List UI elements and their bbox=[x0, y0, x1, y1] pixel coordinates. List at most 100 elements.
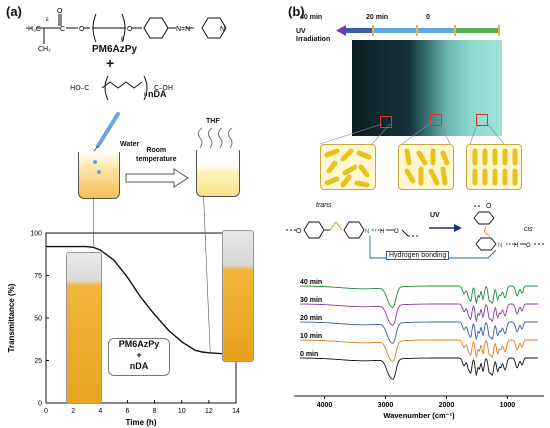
data-point bbox=[126, 276, 129, 278]
x-tick-label: 2000 bbox=[439, 402, 455, 409]
callout-line2: + bbox=[136, 350, 142, 360]
x-axis-label: Time (h) bbox=[126, 418, 157, 427]
x-tick-label: 1000 bbox=[500, 402, 516, 409]
svg-text:ε: ε bbox=[46, 17, 49, 23]
uv-label-line1: UV bbox=[296, 28, 306, 35]
isomerization-scheme: O N H O O N H O bbox=[286, 203, 546, 259]
region-marker-0 bbox=[476, 114, 488, 126]
panel-b-label: (b) bbox=[288, 4, 305, 19]
pipette-icon bbox=[92, 112, 122, 152]
x-tick-label: 8 bbox=[153, 408, 157, 415]
y-tick-label: 50 bbox=[34, 316, 42, 323]
svg-text:H: H bbox=[380, 229, 384, 235]
additive-chain-svg bbox=[101, 75, 148, 101]
x-tick-label: 10 bbox=[178, 408, 186, 415]
time-label-0: 0 bbox=[426, 14, 430, 21]
x-tick-label: 4000 bbox=[317, 402, 333, 409]
svg-text:O: O bbox=[127, 26, 133, 33]
data-point bbox=[99, 249, 101, 251]
svg-text:O: O bbox=[394, 229, 399, 235]
svg-text:O: O bbox=[296, 228, 302, 235]
droplet-icon bbox=[97, 170, 101, 174]
polymer-structure: H₃C ε C O O O N=N N CH₂ 6 bbox=[26, 4, 266, 54]
additive-right: C–OH bbox=[154, 84, 174, 92]
data-point bbox=[167, 329, 169, 331]
callout-line1: PM6AzPy bbox=[118, 339, 160, 349]
zoom-lines bbox=[319, 121, 505, 145]
beaker-left bbox=[78, 152, 120, 199]
y-axis-label: Transmittance (%) bbox=[7, 283, 16, 352]
polymer-name: PM6AzPy bbox=[92, 44, 138, 55]
sample-photo bbox=[352, 40, 502, 136]
cis-label: cis bbox=[524, 226, 533, 233]
x-tick-label: 14 bbox=[232, 408, 240, 415]
data-point bbox=[208, 352, 210, 354]
transmittance-plot-area: 0 2 4 6 8 10 12 14 0 25 50 75 100 Time (h) Transmittan… bbox=[7, 195, 240, 427]
spectrum-line bbox=[300, 303, 538, 326]
svg-text:H: H bbox=[514, 243, 518, 249]
beaker-right bbox=[196, 150, 240, 197]
svg-text:O: O bbox=[486, 203, 492, 210]
x-tick-label: 3000 bbox=[378, 402, 394, 409]
y-tick-label: 25 bbox=[34, 358, 42, 365]
vapor-icon bbox=[196, 127, 236, 150]
uv-time-bar bbox=[336, 25, 500, 36]
series-label: 30 min bbox=[300, 297, 322, 304]
data-point bbox=[201, 351, 203, 353]
thf-label: THF bbox=[206, 118, 220, 125]
data-point bbox=[45, 246, 47, 248]
trans-label: trans bbox=[316, 202, 332, 209]
svg-text:O: O bbox=[79, 26, 85, 33]
data-point bbox=[153, 314, 156, 316]
rod-box-aligned bbox=[466, 144, 522, 190]
vial-photo-left bbox=[66, 252, 102, 404]
svg-text:O: O bbox=[57, 8, 63, 15]
polymer-subscript: 6 bbox=[121, 37, 125, 43]
data-point bbox=[113, 259, 115, 261]
data-point bbox=[140, 297, 142, 299]
ftir-chart: 4000 3000 2000 1000 Wavenumber (cm⁻¹) 40 min 3… bbox=[294, 279, 544, 420]
data-point bbox=[194, 349, 196, 351]
svg-text:N: N bbox=[498, 243, 502, 249]
vial-photo-right bbox=[222, 230, 254, 362]
x-tick-label: 12 bbox=[205, 408, 213, 415]
polymer-structure-svg: H₃C ε C O O O N=N N CH₂ bbox=[26, 8, 227, 53]
plus-sign: + bbox=[106, 55, 115, 71]
svg-text:C: C bbox=[60, 26, 65, 33]
svg-text:H₃C: H₃C bbox=[28, 26, 41, 33]
droplet-icon bbox=[93, 160, 97, 164]
spectrum-line bbox=[300, 357, 538, 380]
series-label: 10 min bbox=[300, 333, 322, 340]
spectrum-line bbox=[300, 339, 538, 362]
svg-text:N=N: N=N bbox=[176, 26, 190, 33]
pointer-line bbox=[203, 195, 211, 353]
uv-irradiation-label: UV Irradiation bbox=[296, 28, 330, 44]
y-tick-label: 75 bbox=[34, 273, 42, 280]
additive-name: nDA bbox=[148, 89, 167, 99]
rod-box-random bbox=[320, 144, 376, 190]
region-marker-20 bbox=[430, 114, 442, 126]
series-label: 40 min bbox=[300, 279, 322, 286]
rod-box-partial bbox=[398, 144, 454, 190]
sample-callout: PM6AzPy + nDA bbox=[108, 338, 170, 376]
svg-text:N: N bbox=[365, 229, 369, 235]
additive-subscript: n bbox=[144, 92, 148, 98]
x-axis-label: Wavenumber (cm⁻¹) bbox=[383, 411, 455, 420]
svg-text:CH₂: CH₂ bbox=[38, 46, 51, 53]
x-tick-label: 4 bbox=[98, 408, 102, 415]
data-point bbox=[72, 246, 74, 248]
y-tick-label: 0 bbox=[38, 401, 42, 408]
x-tick-label: 0 bbox=[44, 408, 48, 415]
room-temp-line2: temperature bbox=[136, 156, 177, 163]
svg-text:O: O bbox=[526, 243, 531, 249]
y-tick-label: 100 bbox=[30, 231, 42, 238]
data-point bbox=[58, 246, 61, 248]
hydrogen-bonding-label: Hydrogen bonding bbox=[386, 251, 450, 260]
additive-structure: HO–C n C–OH bbox=[70, 74, 190, 104]
region-marker-40 bbox=[380, 116, 392, 128]
ftir-plot-area: 4000 3000 2000 1000 Wavenumber (cm⁻¹) 40 min 3… bbox=[294, 279, 544, 420]
time-label-40: 40 min bbox=[300, 14, 323, 21]
series-label: 20 min bbox=[300, 315, 322, 322]
uv-arrow-label: UV bbox=[430, 212, 440, 219]
uv-label-line2: Irradiation bbox=[296, 36, 331, 43]
